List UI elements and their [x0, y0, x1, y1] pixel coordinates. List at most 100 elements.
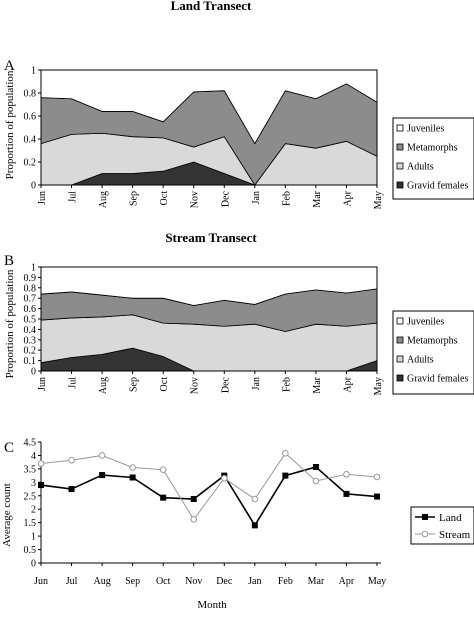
panel-b-ylabel: Proportion of population — [4, 269, 16, 378]
panel-c-point-stream-1 — [68, 456, 75, 464]
panel-c-point-land-7 — [251, 522, 258, 529]
panel-a-ytick-label-1: 0.2 — [24, 158, 37, 169]
panel-c-point-stream-2 — [98, 452, 106, 459]
panel-a-ytick-label-0: 0 — [31, 181, 36, 192]
panel-c-legend: Land Stream — [410, 506, 474, 545]
panel-c-point-stream-9 — [312, 477, 320, 485]
panel-a-legend-box — [392, 117, 474, 200]
panel-b-ytick-label-9: 0.9 — [24, 273, 37, 284]
panel-a-area-top-fill — [41, 70, 377, 144]
panel-c-ytick-label-5: 2.5 — [24, 491, 37, 502]
panel-b-xtick-label-oct: Oct — [159, 377, 170, 392]
panel-a-title: Land Transect — [171, 0, 252, 13]
panel-b-legend-swatch-adults — [396, 355, 404, 363]
panel-b-xtick-label-dec: Dec — [220, 376, 231, 393]
panel-c-point-stream-10 — [343, 470, 350, 478]
panel-b-xtick-label-may: May — [373, 377, 384, 395]
panel-c-ytick-label-9: 4.5 — [24, 438, 37, 449]
panel-a-xtick-label-apr: Apr — [342, 190, 353, 206]
panel-c-ytick-label-7: 3.5 — [24, 464, 37, 475]
panel-a-xtick-label-feb: Feb — [281, 191, 292, 206]
panel-a-legend-swatch-juveniles — [396, 124, 404, 132]
panel-c-xtick-label-jan: Jan — [248, 576, 261, 587]
panel-c-xtick-label-nov: Nov — [185, 576, 202, 587]
panel-c-point-stream-8 — [282, 449, 289, 457]
panel-c-point-stream-5 — [190, 516, 198, 523]
panel-c-xtick-label-sep: Sep — [125, 576, 140, 587]
panel-a-legend-label-juveniles: Juveniles — [407, 124, 444, 135]
panel-c-ytick-label-3: 1.5 — [24, 518, 37, 529]
panel-c-point-land-1 — [68, 486, 75, 493]
panel-b-xtick-label-nov: Nov — [190, 377, 201, 394]
panel-a: Land Transect A Proportion of population… — [4, 0, 474, 209]
panel-c-xtick-label-may: May — [368, 576, 386, 587]
panel-c-point-stream-3 — [129, 464, 136, 471]
panel-a-legend-swatch-gravid-females — [396, 181, 404, 189]
panel-a-plot-frame — [40, 69, 378, 186]
panel-c-ytick-label-4: 2 — [31, 505, 36, 516]
panel-c-ytick-label-8: 4 — [31, 451, 36, 462]
panel-c-legend-box — [410, 506, 474, 545]
panel-c-legend-marker-stream — [421, 530, 429, 538]
panel-c-ytick-label-0: 0 — [31, 559, 36, 570]
panel-c-xtick-label-oct: Oct — [156, 576, 171, 587]
panel-a-xtick-label-nov: Nov — [190, 191, 201, 208]
panel-c-ytick-label-6: 3 — [31, 478, 36, 489]
panel-c: C Average count Month 0 0.5 1 1.5 2 2.5 3 3.5 4 4… — [1, 438, 474, 611]
panel-c-point-land-9 — [312, 464, 319, 471]
panel-c-legend-label-stream: Stream — [439, 529, 471, 541]
panel-c-ytick-label-2: 1 — [31, 532, 36, 543]
panel-b-total-line — [40, 288, 378, 306]
panel-c-line-stream — [40, 452, 378, 521]
panel-b-legend: Juveniles Metamorphs Adults Gravid females — [392, 310, 474, 395]
panel-a-legend-label-gravid-females: Gravid females — [407, 181, 468, 192]
panel-a-xtick-label-mar: Mar — [312, 190, 323, 207]
panel-a-ytick-label-2: 0.4 — [24, 135, 37, 146]
panel-c-legend-marker-land — [422, 514, 428, 520]
panel-a-xtick-label-jun: Jun — [37, 191, 48, 205]
panel-b-title: Stream Transect — [165, 230, 257, 245]
panel-a-xtick-label-may: May — [373, 191, 384, 209]
panel-c-point-stream-4 — [159, 466, 167, 473]
panel-b-xtick-label-jun: Jun — [37, 377, 48, 391]
panel-a-letter: A — [4, 58, 15, 74]
panel-c-point-stream-7 — [251, 495, 259, 503]
panel-c-xtick-label-jul: Jul — [66, 576, 78, 587]
panel-b-legend-swatch-metamorphs — [396, 336, 404, 344]
panel-b-ytick-label-6: 0.6 — [24, 304, 37, 315]
panel-a-xtick-label-jul: Jul — [68, 191, 79, 203]
panel-b-legend-label-juveniles: Juveniles — [407, 317, 444, 328]
panel-c-ylabel: Average count — [1, 483, 13, 547]
panel-c-point-land-4 — [160, 494, 167, 501]
panel-b-ytick-label-7: 0.7 — [24, 294, 37, 305]
panel-b-letter: B — [4, 253, 14, 269]
panel-a-legend-swatch-metamorphs — [396, 143, 404, 151]
panel-a-xtick-label-oct: Oct — [159, 191, 170, 206]
panel-a-xtick-label-jan: Jan — [251, 191, 262, 204]
panel-b-ytick-label-8: 0.8 — [24, 283, 37, 294]
panel-c-legend-label-land: Land — [439, 512, 462, 524]
panel-c-xtick-label-dec: Dec — [216, 576, 233, 587]
panel-c-point-land-10 — [343, 490, 350, 497]
panel-b-ytick-label-3: 0.3 — [24, 335, 37, 346]
panel-c-point-stream-6 — [220, 475, 228, 482]
panel-c-plot-area: 0 0.5 1 1.5 2 2.5 3 3.5 4 4.5 Jun Jul Aug Sep Oct Nov De… — [24, 438, 387, 588]
panel-b-xtick-label-apr: Apr — [342, 376, 353, 392]
panel-b-legend-label-adults: Adults — [407, 355, 434, 366]
panel-b-ytick-label-0: 0 — [31, 367, 36, 378]
panel-a-legend-swatch-adults — [396, 162, 404, 170]
panel-a-total-line — [40, 83, 378, 145]
panel-a-legend: Juveniles Metamorphs Adults Gravid females — [392, 117, 474, 200]
panel-c-point-stream-11 — [373, 473, 381, 481]
panel-c-point-land-3 — [129, 474, 136, 481]
panel-b-area-top-fill — [41, 267, 377, 306]
panel-a-legend-label-metamorphs: Metamorphs — [407, 143, 458, 154]
panel-b-legend-swatch-gravid-females — [396, 374, 404, 382]
panel-c-point-land-11 — [374, 493, 380, 500]
panel-a-ytick-label-4: 0.8 — [24, 89, 37, 100]
panel-c-line-land — [40, 466, 378, 527]
panel-b-plot-area: 00.10.20.30.40.50.60.70.80.91 Jun Jul Aug Se… — [24, 263, 385, 396]
panel-b: Stream Transect B Proportion of populati… — [4, 230, 474, 395]
panel-b-ytick-label-2: 0.2 — [24, 346, 37, 357]
